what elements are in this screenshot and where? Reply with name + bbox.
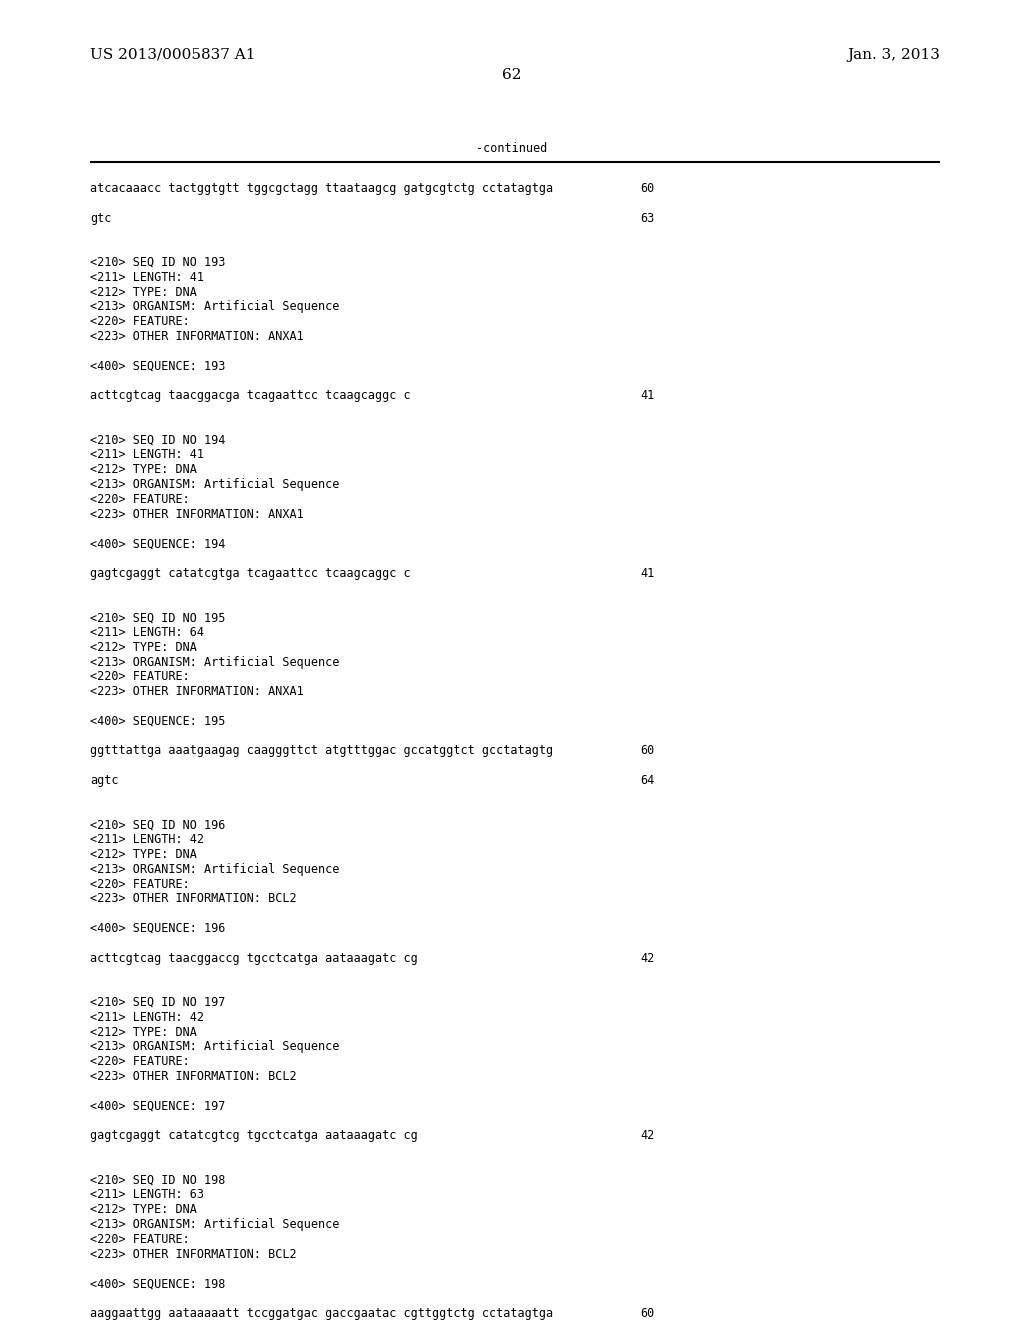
Text: <400> SEQUENCE: 196: <400> SEQUENCE: 196 [90, 921, 225, 935]
Text: <223> OTHER INFORMATION: BCL2: <223> OTHER INFORMATION: BCL2 [90, 1247, 297, 1261]
Text: <400> SEQUENCE: 194: <400> SEQUENCE: 194 [90, 537, 225, 550]
Text: 42: 42 [640, 1129, 654, 1142]
Text: <212> TYPE: DNA: <212> TYPE: DNA [90, 463, 197, 477]
Text: gtc: gtc [90, 211, 112, 224]
Text: <211> LENGTH: 41: <211> LENGTH: 41 [90, 271, 204, 284]
Text: 60: 60 [640, 182, 654, 195]
Text: <400> SEQUENCE: 197: <400> SEQUENCE: 197 [90, 1100, 225, 1113]
Text: <212> TYPE: DNA: <212> TYPE: DNA [90, 1026, 197, 1039]
Text: <210> SEQ ID NO 194: <210> SEQ ID NO 194 [90, 433, 225, 446]
Text: <220> FEATURE:: <220> FEATURE: [90, 671, 189, 684]
Text: 41: 41 [640, 566, 654, 579]
Text: gagtcgaggt catatcgtga tcagaattcc tcaagcaggc c: gagtcgaggt catatcgtga tcagaattcc tcaagca… [90, 566, 411, 579]
Text: <220> FEATURE:: <220> FEATURE: [90, 1233, 189, 1246]
Text: <212> TYPE: DNA: <212> TYPE: DNA [90, 285, 197, 298]
Text: -continued: -continued [476, 141, 548, 154]
Text: <400> SEQUENCE: 198: <400> SEQUENCE: 198 [90, 1278, 225, 1290]
Text: acttcgtcag taacggaccg tgcctcatga aataaagatc cg: acttcgtcag taacggaccg tgcctcatga aataaag… [90, 952, 418, 965]
Text: <400> SEQUENCE: 195: <400> SEQUENCE: 195 [90, 715, 225, 727]
Text: <220> FEATURE:: <220> FEATURE: [90, 1055, 189, 1068]
Text: atcacaaacc tactggtgtt tggcgctagg ttaataagcg gatgcgtctg cctatagtga: atcacaaacc tactggtgtt tggcgctagg ttaataa… [90, 182, 553, 195]
Text: <213> ORGANISM: Artificial Sequence: <213> ORGANISM: Artificial Sequence [90, 301, 339, 313]
Text: <223> OTHER INFORMATION: ANXA1: <223> OTHER INFORMATION: ANXA1 [90, 508, 304, 520]
Text: <210> SEQ ID NO 196: <210> SEQ ID NO 196 [90, 818, 225, 832]
Text: 62: 62 [502, 69, 522, 82]
Text: gagtcgaggt catatcgtcg tgcctcatga aataaagatc cg: gagtcgaggt catatcgtcg tgcctcatga aataaag… [90, 1129, 418, 1142]
Text: <211> LENGTH: 42: <211> LENGTH: 42 [90, 833, 204, 846]
Text: <210> SEQ ID NO 193: <210> SEQ ID NO 193 [90, 256, 225, 269]
Text: acttcgtcag taacggacga tcagaattcc tcaagcaggc c: acttcgtcag taacggacga tcagaattcc tcaagca… [90, 389, 411, 403]
Text: <213> ORGANISM: Artificial Sequence: <213> ORGANISM: Artificial Sequence [90, 478, 339, 491]
Text: 60: 60 [640, 744, 654, 758]
Text: <210> SEQ ID NO 198: <210> SEQ ID NO 198 [90, 1173, 225, 1187]
Text: <400> SEQUENCE: 193: <400> SEQUENCE: 193 [90, 359, 225, 372]
Text: US 2013/0005837 A1: US 2013/0005837 A1 [90, 48, 256, 62]
Text: 64: 64 [640, 774, 654, 787]
Text: <213> ORGANISM: Artificial Sequence: <213> ORGANISM: Artificial Sequence [90, 1218, 339, 1232]
Text: <213> ORGANISM: Artificial Sequence: <213> ORGANISM: Artificial Sequence [90, 863, 339, 875]
Text: <213> ORGANISM: Artificial Sequence: <213> ORGANISM: Artificial Sequence [90, 656, 339, 669]
Text: <212> TYPE: DNA: <212> TYPE: DNA [90, 1204, 197, 1216]
Text: <220> FEATURE:: <220> FEATURE: [90, 878, 189, 891]
Text: Jan. 3, 2013: Jan. 3, 2013 [847, 48, 940, 62]
Text: <223> OTHER INFORMATION: ANXA1: <223> OTHER INFORMATION: ANXA1 [90, 330, 304, 343]
Text: agtc: agtc [90, 774, 119, 787]
Text: <220> FEATURE:: <220> FEATURE: [90, 492, 189, 506]
Text: <223> OTHER INFORMATION: ANXA1: <223> OTHER INFORMATION: ANXA1 [90, 685, 304, 698]
Text: 60: 60 [640, 1307, 654, 1320]
Text: <211> LENGTH: 63: <211> LENGTH: 63 [90, 1188, 204, 1201]
Text: <211> LENGTH: 41: <211> LENGTH: 41 [90, 449, 204, 462]
Text: <213> ORGANISM: Artificial Sequence: <213> ORGANISM: Artificial Sequence [90, 1040, 339, 1053]
Text: 41: 41 [640, 389, 654, 403]
Text: <223> OTHER INFORMATION: BCL2: <223> OTHER INFORMATION: BCL2 [90, 892, 297, 906]
Text: 42: 42 [640, 952, 654, 965]
Text: <210> SEQ ID NO 197: <210> SEQ ID NO 197 [90, 997, 225, 1008]
Text: <211> LENGTH: 42: <211> LENGTH: 42 [90, 1011, 204, 1024]
Text: <212> TYPE: DNA: <212> TYPE: DNA [90, 847, 197, 861]
Text: <211> LENGTH: 64: <211> LENGTH: 64 [90, 626, 204, 639]
Text: <223> OTHER INFORMATION: BCL2: <223> OTHER INFORMATION: BCL2 [90, 1071, 297, 1082]
Text: ggtttattga aaatgaagag caagggttct atgtttggac gccatggtct gcctatagtg: ggtttattga aaatgaagag caagggttct atgtttg… [90, 744, 553, 758]
Text: <212> TYPE: DNA: <212> TYPE: DNA [90, 640, 197, 653]
Text: <210> SEQ ID NO 195: <210> SEQ ID NO 195 [90, 611, 225, 624]
Text: <220> FEATURE:: <220> FEATURE: [90, 315, 189, 329]
Text: aaggaattgg aataaaaatt tccggatgac gaccgaatac cgttggtctg cctatagtga: aaggaattgg aataaaaatt tccggatgac gaccgaa… [90, 1307, 553, 1320]
Text: 63: 63 [640, 211, 654, 224]
